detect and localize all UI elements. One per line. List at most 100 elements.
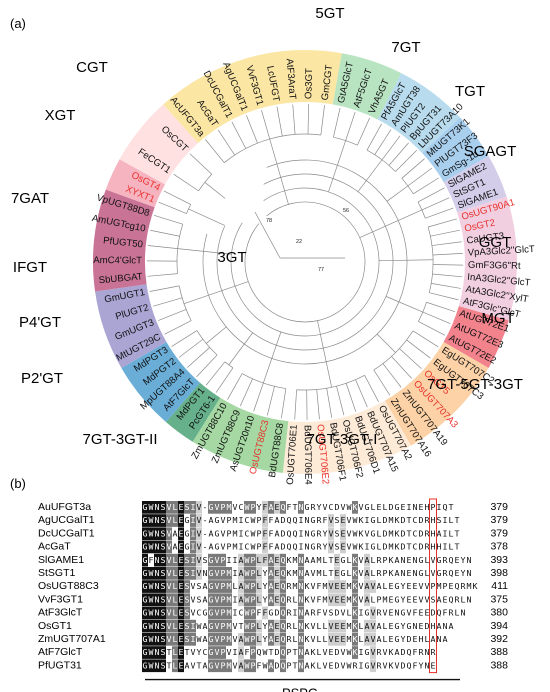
residue: P <box>221 555 226 565</box>
residue: V <box>197 528 202 538</box>
residue: I <box>233 594 238 604</box>
residue-shade <box>166 567 172 580</box>
wedge-7gt <box>377 73 461 153</box>
terminal-branch <box>431 241 462 246</box>
residue: N <box>299 594 304 604</box>
residue: M <box>389 528 394 538</box>
wedge-7gt-3gt-i <box>282 400 411 475</box>
residue-shade <box>256 619 262 633</box>
terminal-branch <box>239 378 253 407</box>
residue: Q <box>281 568 286 578</box>
residue: R <box>311 502 316 512</box>
residue-shade <box>184 593 190 607</box>
residue-shade <box>142 540 148 554</box>
residue-shade <box>244 553 250 567</box>
residue: V <box>431 555 436 565</box>
residue-shade <box>274 633 280 646</box>
residue-shade <box>334 580 340 593</box>
residue-shade <box>256 580 262 593</box>
terminal-branch <box>374 129 392 155</box>
residue: N <box>155 647 160 657</box>
residue: L <box>173 660 178 670</box>
residue-shade <box>178 659 184 673</box>
residue: T <box>407 515 412 525</box>
wedge-p2-gt <box>165 382 221 442</box>
residue-shade <box>166 540 172 554</box>
leaf-label: GmCGT <box>320 64 335 101</box>
residue: V <box>167 502 172 512</box>
residue: N <box>305 528 310 538</box>
residue: S <box>161 634 166 644</box>
clade-stem <box>359 209 423 238</box>
residue: A <box>395 647 400 657</box>
residue: E <box>341 621 346 631</box>
residue: L <box>323 555 328 565</box>
residue-shade <box>214 580 220 593</box>
residue: C <box>245 515 250 525</box>
residue-shade <box>334 567 340 580</box>
residue: S <box>185 581 190 591</box>
residue: E <box>275 621 280 631</box>
residue: V <box>167 608 172 618</box>
residue: Y <box>401 581 406 591</box>
clade-label-7gt-5gt-3gt: 7GT-5GT-3GT <box>427 376 523 393</box>
residue-shade <box>370 646 376 659</box>
residue: E <box>443 594 448 604</box>
residue: W <box>347 647 352 657</box>
residue-shade <box>208 659 214 673</box>
residue-shade <box>352 606 358 620</box>
residue-shade <box>142 633 148 646</box>
residue: L <box>383 502 388 512</box>
residue: N <box>413 621 418 631</box>
residue: V <box>329 621 334 631</box>
backbone-arc <box>230 187 380 337</box>
residue: P <box>227 528 232 538</box>
residue-shade <box>208 567 214 580</box>
residue: G <box>143 542 148 552</box>
residue: C <box>413 515 418 525</box>
clade-label-mgt: MGT <box>481 310 514 327</box>
residue: N <box>401 568 406 578</box>
residue: D <box>275 608 280 618</box>
residue: S <box>197 594 202 604</box>
residue-shade <box>208 501 214 514</box>
residue-shade <box>214 619 220 633</box>
residue: L <box>449 542 454 552</box>
sequence-name: VvF3GT1 <box>38 593 83 605</box>
residue: I <box>191 621 196 631</box>
residue: R <box>419 647 424 657</box>
residue: F <box>317 581 322 591</box>
clade-label-p2-gt: P2'GT <box>21 370 63 387</box>
residue-shade <box>328 593 334 607</box>
residue: V <box>167 568 172 578</box>
residue: P <box>377 594 382 604</box>
residue: P <box>257 542 262 552</box>
residue: I <box>443 542 448 552</box>
residue: H <box>425 502 430 512</box>
residue: V <box>323 660 328 670</box>
residue: M <box>227 568 232 578</box>
residue: V <box>323 647 328 657</box>
residue-shade <box>280 659 286 673</box>
residue-shade <box>274 593 280 607</box>
residue-shade <box>190 553 196 567</box>
residue-shade <box>208 633 214 646</box>
residue: Q <box>287 515 292 525</box>
tree-number-1: 22 <box>296 239 302 245</box>
residue: K <box>353 502 358 512</box>
residue: R <box>425 528 430 538</box>
residue-shade <box>274 553 280 567</box>
residue: - <box>203 515 208 525</box>
sequence-name: AuUFGT3a <box>38 501 91 513</box>
residue-shade <box>154 527 160 541</box>
residue: P <box>431 581 436 591</box>
residue: V <box>395 660 400 670</box>
residue: R <box>377 555 382 565</box>
leaf-label: OsUGT706E2 <box>314 424 330 485</box>
residue: M <box>293 568 298 578</box>
residue: V <box>365 528 370 538</box>
residue: Q <box>281 502 286 512</box>
residue-shade <box>148 606 154 620</box>
residue: L <box>347 555 352 565</box>
residue-shade <box>298 606 304 620</box>
